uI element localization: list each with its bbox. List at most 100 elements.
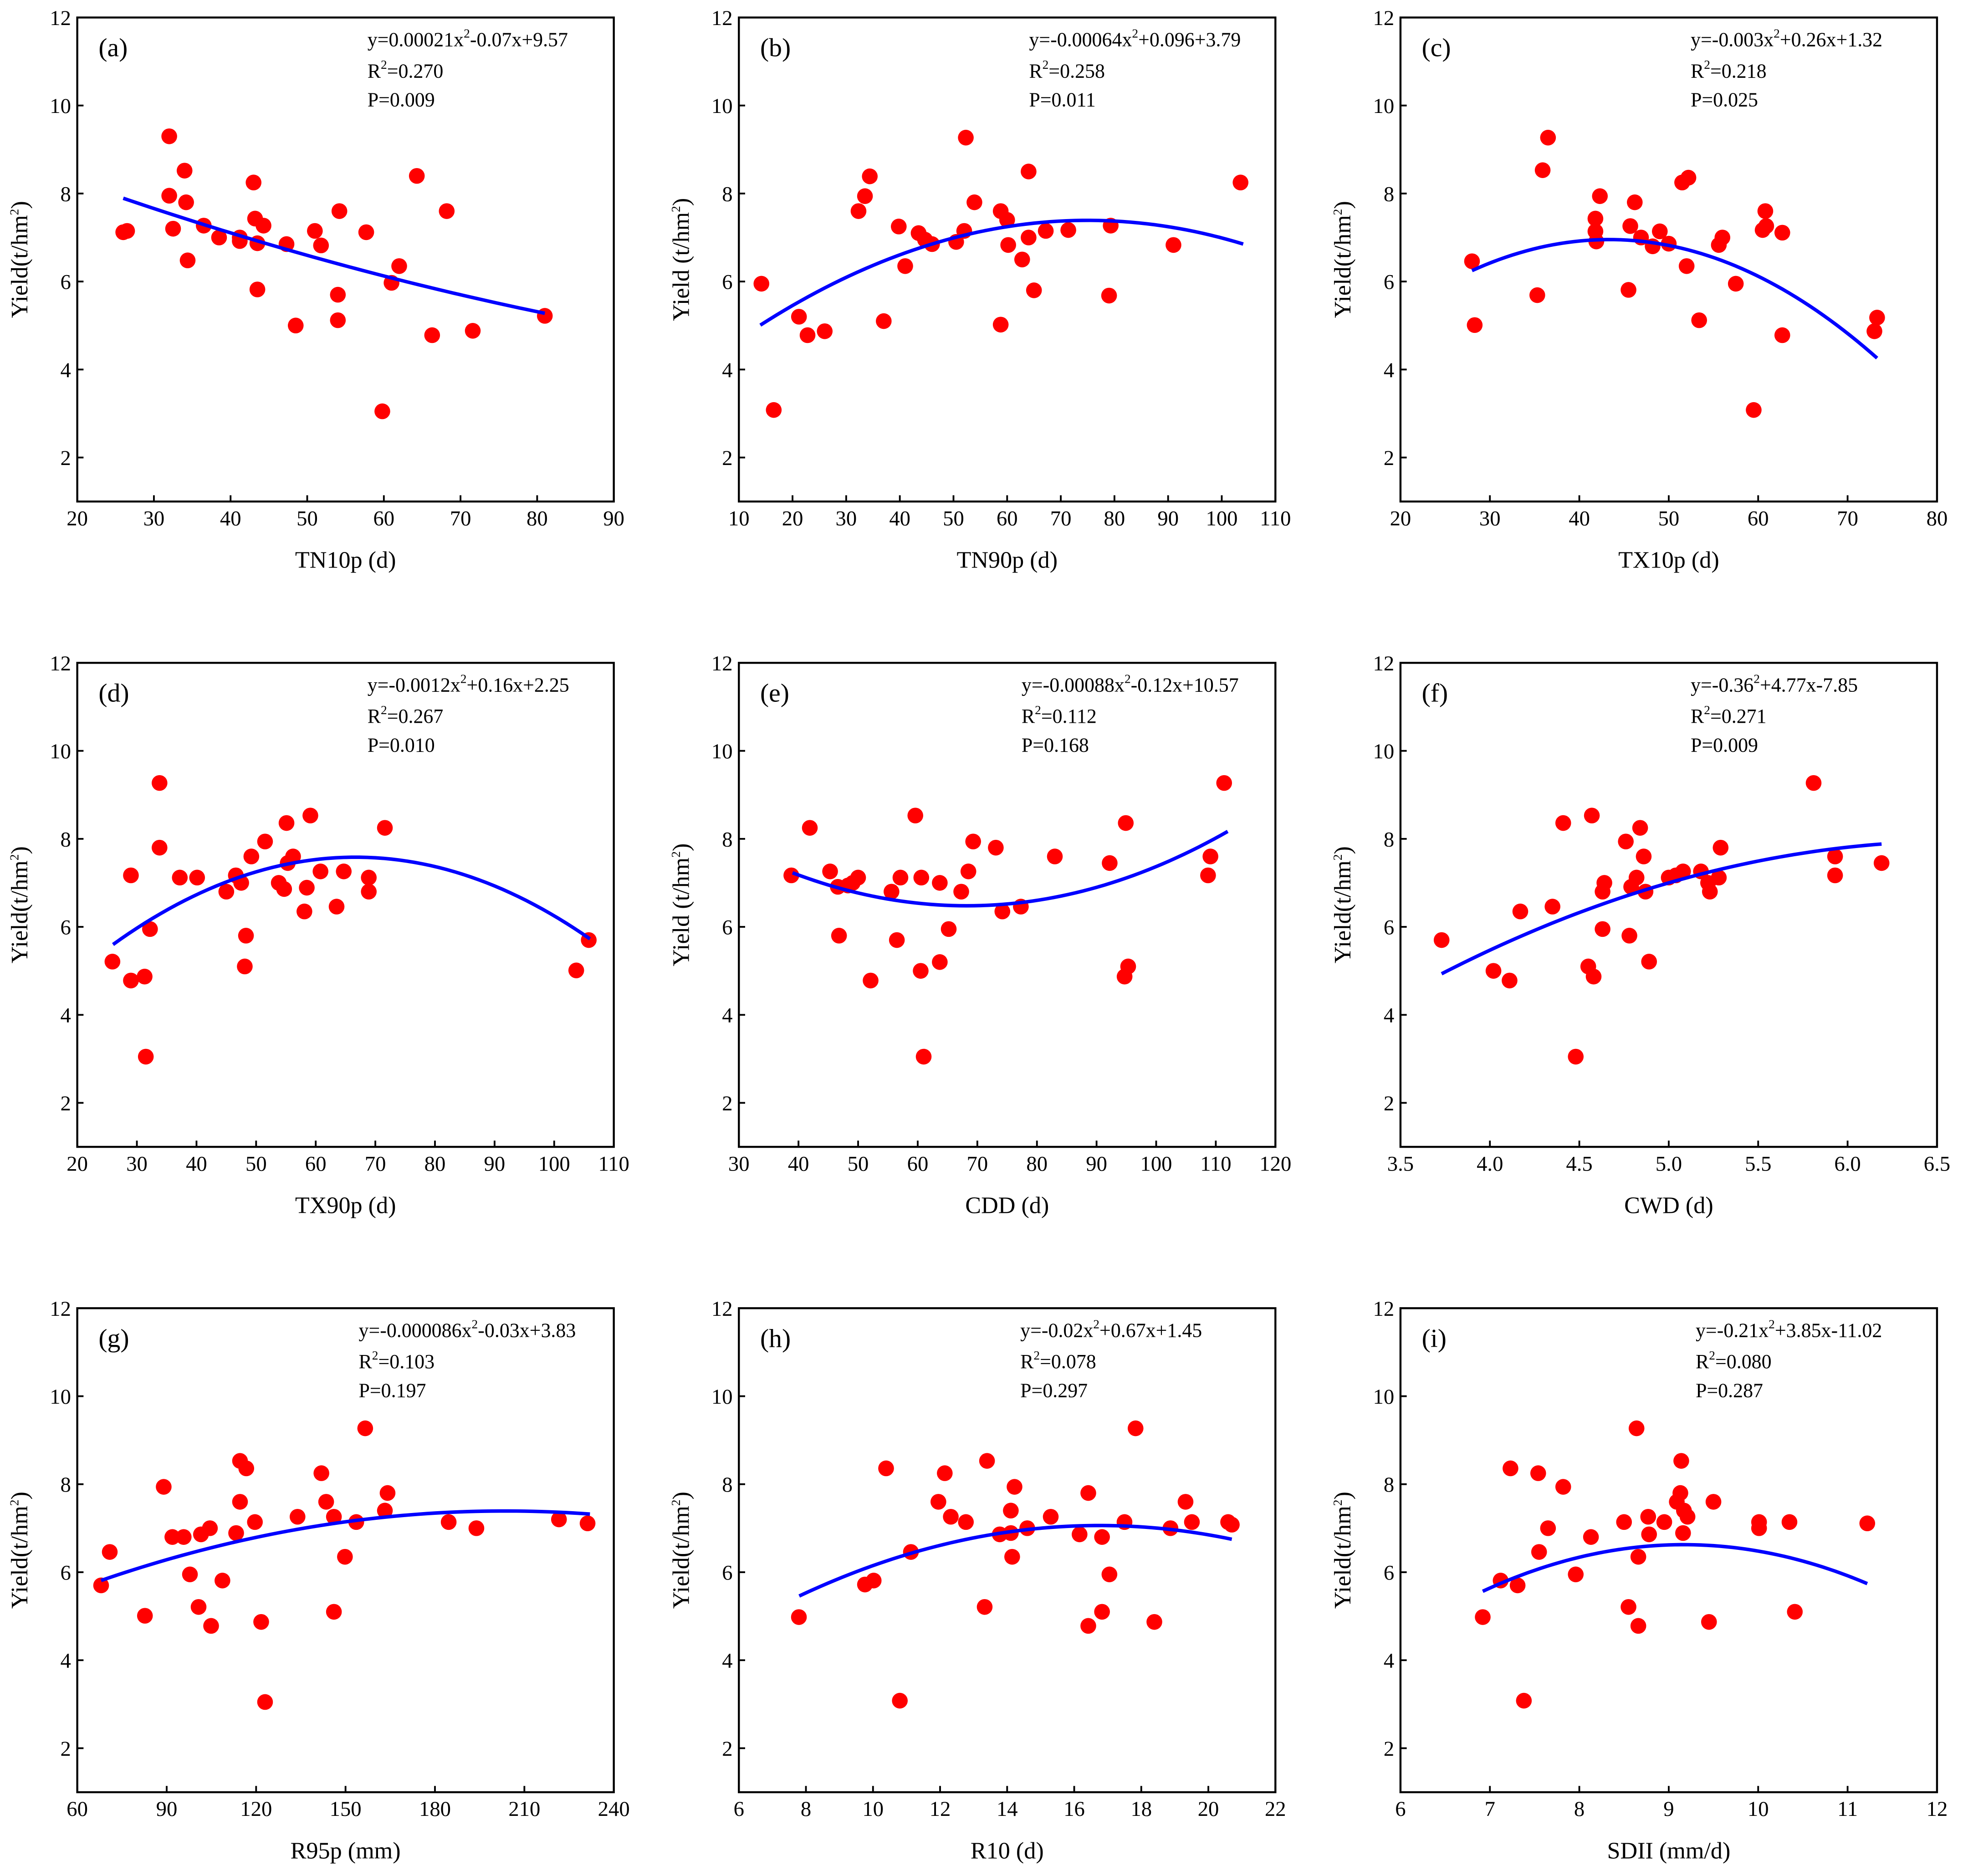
x-axis-label: CWD (d) xyxy=(1624,1193,1713,1219)
x-tick-label: 110 xyxy=(1260,506,1291,530)
panel-label: (c) xyxy=(1422,34,1451,62)
x-axis-label: TN10p (d) xyxy=(295,547,396,573)
y-tick-label: 12 xyxy=(1373,652,1395,675)
x-tick-label: 40 xyxy=(788,1152,809,1176)
data-point xyxy=(156,1479,172,1495)
data-point xyxy=(330,286,346,303)
x-tick-label: 16 xyxy=(1063,1797,1085,1821)
r-squared-superscript: 2 xyxy=(1709,1349,1715,1362)
fit-curve xyxy=(798,1523,1232,1598)
data-point xyxy=(119,223,135,239)
data-point xyxy=(182,1566,198,1583)
y-tick-label: 6 xyxy=(1384,916,1394,940)
data-point xyxy=(1202,849,1218,864)
x-tick-label: 90 xyxy=(603,506,624,530)
x-tick-label: 3.5 xyxy=(1387,1152,1414,1176)
r-squared-main: R xyxy=(1691,60,1704,82)
plot-frame xyxy=(1399,16,1938,503)
data-point xyxy=(1641,954,1657,970)
y-tick-label: 8 xyxy=(722,828,732,851)
data-point xyxy=(1512,903,1528,920)
x-tick-label: 90 xyxy=(1086,1152,1107,1176)
data-point xyxy=(1534,162,1551,178)
y-tick-label: 8 xyxy=(722,1473,732,1497)
data-point xyxy=(579,1515,596,1532)
x-tick-label: 6 xyxy=(734,1797,744,1821)
fit-equation-superscript: 2 xyxy=(460,672,467,685)
x-tick-label: 20 xyxy=(782,506,803,530)
x-tick-label: 50 xyxy=(245,1152,267,1176)
r-squared-rest: =0.271 xyxy=(1710,705,1767,727)
data-point xyxy=(176,163,193,179)
data-point xyxy=(336,864,352,879)
data-point xyxy=(1587,210,1604,227)
data-point xyxy=(137,1608,153,1624)
panel-label: (i) xyxy=(1422,1324,1447,1353)
panel-c: 20 30 40 50 60 70 80 2 4 6 8 10 12 TX10p (d) Yield(t/h… xyxy=(1330,6,1948,573)
data-point xyxy=(211,230,227,245)
y-axis-label-superscript: 2 xyxy=(669,206,683,212)
data-point xyxy=(1038,223,1054,239)
data-point xyxy=(257,1694,273,1710)
y-axis-label: Yield(t/hm2) xyxy=(7,201,33,318)
data-point xyxy=(1509,1577,1526,1594)
x-tick-label: 30 xyxy=(728,1152,750,1176)
y-tick-label: 8 xyxy=(61,828,71,851)
fit-equation-rest: -0.12x+10.57 xyxy=(1131,674,1239,696)
data-point xyxy=(361,884,377,900)
p-value: P=0.287 xyxy=(1696,1379,1763,1401)
data-point xyxy=(178,194,194,210)
y-axis-label-superscript: 2 xyxy=(669,851,683,858)
y-tick-label: 8 xyxy=(722,182,732,206)
data-point xyxy=(913,963,929,979)
x-tick-label: 60 xyxy=(66,1797,88,1821)
y-axis-label-superscript: 2 xyxy=(1331,209,1344,215)
data-point xyxy=(1627,194,1643,210)
y-tick-label: 10 xyxy=(1373,740,1395,763)
y-axis-label: Yield (t/hm2) xyxy=(668,198,694,321)
y-tick-label: 12 xyxy=(1373,6,1395,30)
data-point xyxy=(468,1520,485,1536)
data-point xyxy=(1866,323,1882,339)
r-squared-superscript: 2 xyxy=(381,703,387,717)
x-axis-label: R95p (mm) xyxy=(291,1838,401,1864)
y-axis-label-main: Yield(t/hm xyxy=(7,860,33,963)
data-point xyxy=(1628,869,1645,886)
data-point xyxy=(1636,849,1652,864)
plot-frame xyxy=(738,1307,1277,1794)
data-point xyxy=(296,903,312,920)
y-tick-label: 8 xyxy=(61,182,71,206)
y-axis-label-rest: ) xyxy=(668,198,694,206)
x-tick-label: 110 xyxy=(598,1152,629,1176)
x-tick-label: 80 xyxy=(527,506,548,530)
data-point xyxy=(1680,169,1697,186)
x-tick-label: 6.0 xyxy=(1834,1152,1861,1176)
fit-equation-superscript: 2 xyxy=(1769,1317,1775,1331)
r-squared-superscript: 2 xyxy=(1704,703,1710,717)
data-point xyxy=(189,869,205,886)
x-tick-label: 22 xyxy=(1265,1797,1286,1821)
fit-curve xyxy=(759,218,1244,327)
data-point xyxy=(1004,1549,1020,1565)
data-point xyxy=(1618,833,1634,849)
y-axis-label-superscript: 2 xyxy=(8,1499,21,1506)
data-point xyxy=(215,1573,230,1589)
y-axis-label-main: Yield(t/hm xyxy=(1330,215,1356,318)
fit-curve xyxy=(1471,238,1878,360)
data-point xyxy=(1616,1514,1632,1530)
data-point xyxy=(1540,129,1556,146)
plot-frame xyxy=(738,16,1277,503)
data-point xyxy=(766,402,782,418)
x-tick-label: 100 xyxy=(1140,1152,1172,1176)
data-point xyxy=(1679,1508,1696,1525)
y-axis-label-main: Yield (t/hm xyxy=(668,858,694,966)
data-point xyxy=(247,1514,263,1530)
fit-equation: y=-0.00064x2+0.096+3.79 xyxy=(1029,26,1241,51)
r-squared-main: R xyxy=(1020,1350,1034,1373)
data-point xyxy=(190,1599,207,1615)
data-point xyxy=(440,1514,457,1530)
data-point xyxy=(1620,1599,1636,1615)
plot-frame xyxy=(76,662,615,1148)
data-point xyxy=(1701,1614,1717,1630)
fit-equation-main: y=-0.000086x xyxy=(358,1319,471,1341)
